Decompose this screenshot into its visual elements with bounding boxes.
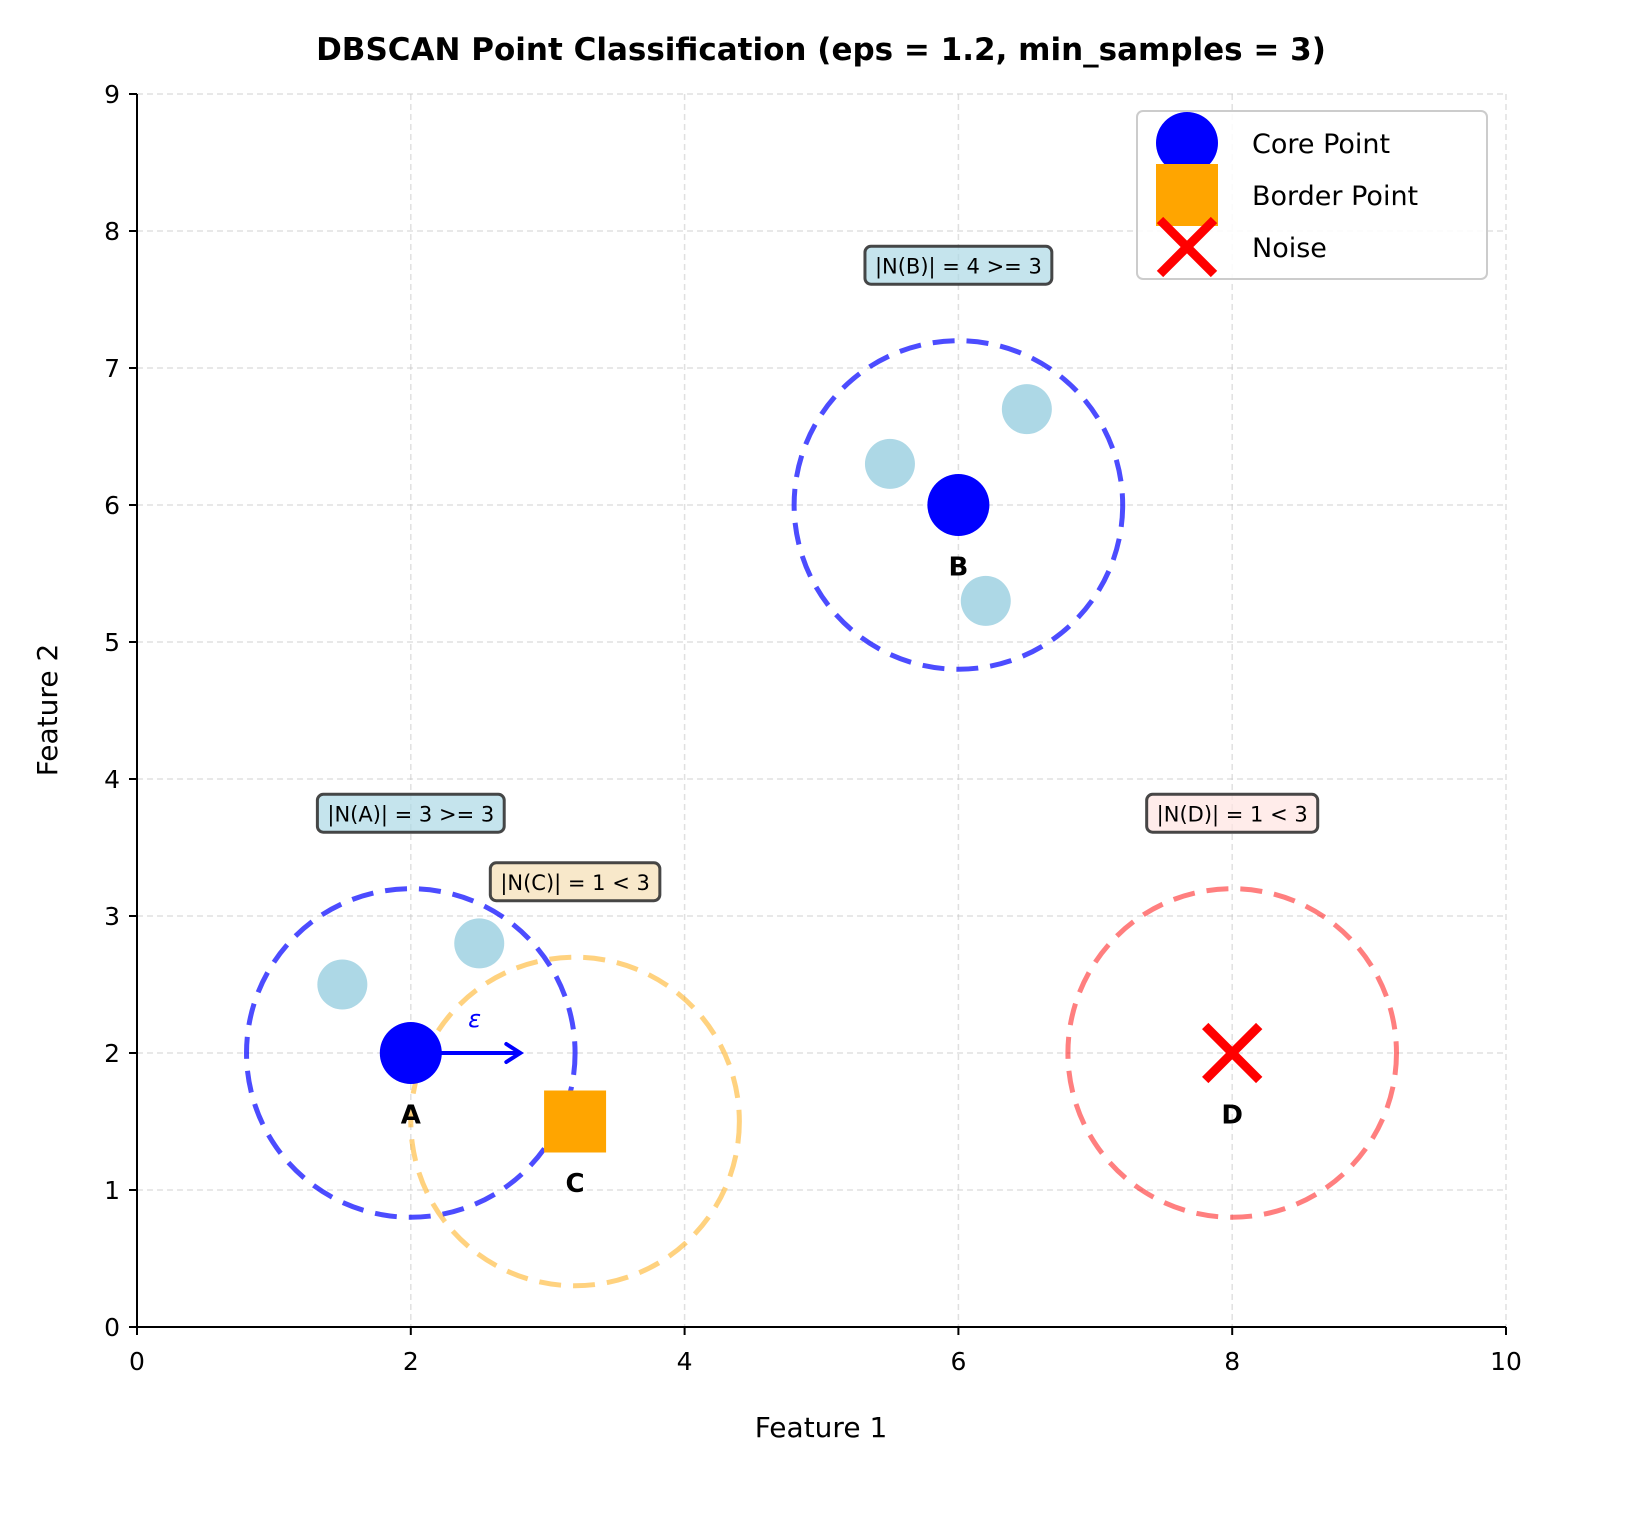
x-tick-label: 6 xyxy=(950,1347,966,1376)
annotations: |N(A)| = 3 >= 3 |N(C)| = 1 < 3 |N(B)| = 4 … xyxy=(315,244,1320,903)
x-tick-label: 8 xyxy=(1224,1347,1240,1376)
legend: Core Point Border Point Noise xyxy=(1136,110,1488,280)
y-tick-label: 2 xyxy=(104,1039,120,1068)
annotation-text: |N(C)| = 1 < 3 xyxy=(500,871,650,896)
points: A B C Dε xyxy=(317,384,1263,1199)
x-mark-stroke xyxy=(1202,1022,1263,1084)
y-tick-label: 7 xyxy=(104,354,120,383)
legend-core-marker xyxy=(1156,112,1218,174)
y-tick-label: 6 xyxy=(104,491,120,520)
annotation-box xyxy=(488,861,662,903)
annotation-text: |N(A)| = 3 >= 3 xyxy=(327,802,494,827)
eps-circle-c xyxy=(408,954,742,1289)
neighbor-point xyxy=(454,918,505,969)
annotation-text: |N(B)| = 4 >= 3 xyxy=(875,254,1042,279)
y-tick-label: 1 xyxy=(104,1176,120,1205)
annotation: |N(A)| = 3 >= 3 xyxy=(315,792,506,834)
point-b xyxy=(927,474,990,536)
legend-noise-marker xyxy=(1156,216,1218,278)
y-tick-label: 4 xyxy=(104,765,120,794)
y-axis-label: Feature 2 xyxy=(31,644,64,777)
axes: 0 2 4 6 8 10 0 1 2 3 4 5 6 7 8 9 xyxy=(104,80,1522,1376)
legend-label: Noise xyxy=(1252,233,1327,264)
legend-border-marker xyxy=(1156,164,1218,226)
annotation-box xyxy=(1145,792,1320,834)
legend-item-noise: Noise xyxy=(1156,216,1327,278)
y-tick-label: 8 xyxy=(104,217,120,246)
point-a xyxy=(379,1022,442,1084)
eps-label: ε xyxy=(468,1005,481,1033)
y-tick-label: 9 xyxy=(104,80,120,109)
y-tick-label: 3 xyxy=(104,902,120,931)
legend-label: Border Point xyxy=(1252,181,1418,212)
y-tick-label: 5 xyxy=(104,628,120,657)
legend-item-core-point: Core Point xyxy=(1156,112,1390,174)
annotation: |N(C)| = 1 < 3 xyxy=(488,861,662,903)
point-label-b: B xyxy=(948,553,968,583)
point-d xyxy=(1202,1022,1263,1084)
neighbor-point xyxy=(960,575,1011,626)
neighbor-point xyxy=(864,438,915,489)
point-label-c: C xyxy=(566,1169,585,1199)
legend-label: Core Point xyxy=(1252,129,1390,160)
point-c xyxy=(544,1090,607,1153)
legend-frame xyxy=(1136,110,1488,280)
annotation-text: |N(D)| = 1 < 3 xyxy=(1157,802,1308,827)
x-tick-label: 0 xyxy=(129,1347,145,1376)
eps-circles xyxy=(244,338,1399,1289)
neighbor-point xyxy=(317,959,368,1010)
x-tick-label: 4 xyxy=(677,1347,693,1376)
annotation: |N(B)| = 4 >= 3 xyxy=(863,244,1054,286)
legend-item-border-point: Border Point xyxy=(1156,164,1418,226)
eps-circle-b xyxy=(791,338,1126,672)
point-label-a: A xyxy=(401,1101,421,1131)
neighbor-point xyxy=(1001,384,1052,435)
annotation: |N(D)| = 1 < 3 xyxy=(1145,792,1320,834)
annotation-box xyxy=(315,792,506,834)
chart-title: DBSCAN Point Classification (eps = 1.2, … xyxy=(316,32,1326,68)
annotation-box xyxy=(863,244,1054,286)
x-tick-label: 10 xyxy=(1490,1347,1522,1376)
x-tick-label: 2 xyxy=(403,1347,419,1376)
eps-arrow-head xyxy=(504,1042,525,1064)
y-tick-label: 0 xyxy=(104,1313,120,1342)
x-axis-label: Feature 1 xyxy=(755,1411,888,1444)
eps-circle-d xyxy=(1065,886,1399,1220)
eps-circle-a xyxy=(244,886,578,1220)
point-label-d: D xyxy=(1221,1101,1243,1131)
